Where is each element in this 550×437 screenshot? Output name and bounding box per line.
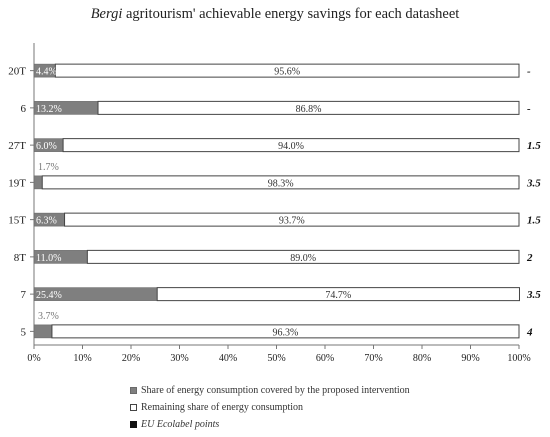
data-label-covered: 25.4% [36,290,62,301]
y-tick-label: 6 [21,103,27,115]
x-tick-label: 10% [73,353,91,364]
x-tick-label: 0% [27,353,40,364]
y-tick-label: 7 [21,289,27,301]
legend-item-covered: Share of energy consumption covered by t… [130,382,410,399]
bar-remaining [86,249,520,264]
ecolabel-points-value: - [527,66,531,78]
legend-swatch-covered [130,387,137,394]
bar-remaining [97,100,520,115]
x-tick-label: 40% [219,353,237,364]
y-tick-label: 8T [14,252,27,264]
y-tick-label: 15T [8,215,26,227]
data-label-remaining: 74.7% [325,290,351,301]
bar-covered [33,175,43,190]
legend-swatch-points [130,421,137,428]
data-label-remaining: 98.3% [268,178,294,189]
data-label-covered: 1.7% [38,162,59,173]
y-tick-label: 27T [8,140,26,152]
y-tick-label: 20T [8,66,26,78]
bar-remaining [62,138,520,153]
ecolabel-points-value: 3.5 [526,177,541,189]
bar-remaining [64,212,520,227]
legend-label-covered: Share of energy consumption covered by t… [141,385,410,396]
data-label-remaining: 95.6% [274,67,300,78]
data-label-remaining: 86.8% [296,104,322,115]
legend-swatch-remaining [130,404,137,411]
ecolabel-points-value: - [527,103,531,115]
legend-item-points: EU Ecolabel points [130,416,410,433]
bar-remaining [54,63,520,78]
x-tick-label: 30% [170,353,188,364]
ecolabel-points-value: 2 [526,252,533,264]
data-label-remaining: 94.0% [278,141,304,152]
bar-remaining [41,175,520,190]
ecolabel-points-value: 3.5 [526,289,541,301]
bar-remaining [156,287,520,302]
data-label-covered: 13.2% [36,104,62,115]
chart-title-rest: agritourism' achievable energy savings f… [122,6,460,22]
data-label-remaining: 89.0% [290,253,316,264]
chart-legend: Share of energy consumption covered by t… [130,382,410,433]
data-label-covered: 11.0% [36,253,61,264]
data-label-covered: 3.7% [38,311,59,322]
legend-label-remaining: Remaining share of energy consumption [141,402,304,413]
x-tick-label: 60% [316,353,334,364]
ecolabel-points-value: 1.5 [527,215,541,227]
data-label-covered: 6.3% [36,216,57,227]
chart-title: Bergi agritourism' achievable energy sav… [0,6,550,23]
ecolabel-points-value: 4 [526,326,533,338]
legend-item-remaining: Remaining share of energy consumption [130,399,410,416]
x-tick-label: 50% [267,353,285,364]
x-tick-label: 90% [461,353,479,364]
data-label-remaining: 93.7% [279,216,305,227]
data-label-remaining: 96.3% [273,327,299,338]
x-tick-label: 100% [507,353,530,364]
ecolabel-points-value: 1.5 [527,140,541,152]
x-tick-label: 80% [413,353,431,364]
bar-covered [33,324,53,339]
data-label-covered: 4.4% [36,67,57,78]
x-tick-label: 70% [364,353,382,364]
chart-title-italic: Bergi [90,6,123,22]
data-label-covered: 6.0% [36,141,57,152]
y-tick-label: 19T [8,177,26,189]
y-tick-label: 5 [21,326,27,338]
legend-label-points: EU Ecolabel points [141,419,220,430]
x-tick-label: 20% [122,353,140,364]
bar-remaining [51,324,520,339]
